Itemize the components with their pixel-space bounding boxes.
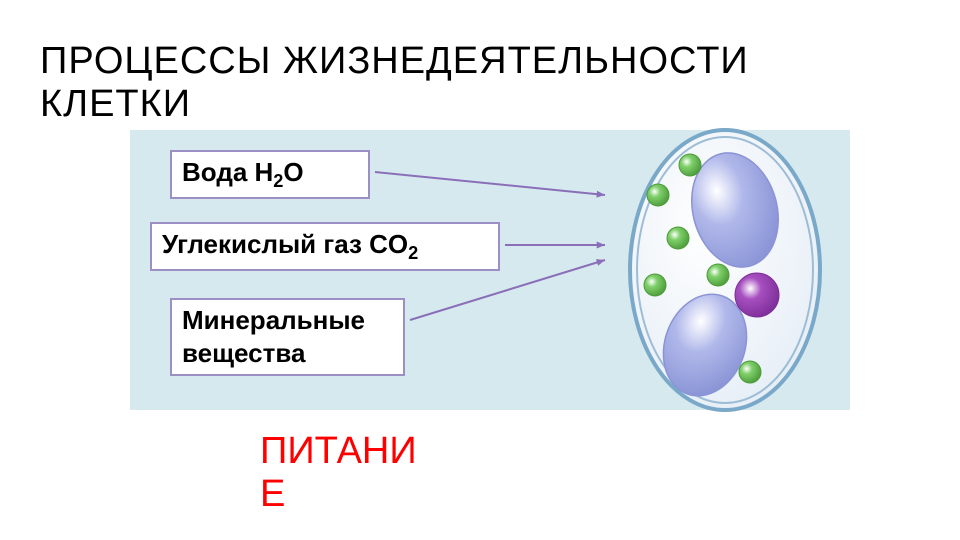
caption: ПИТАНИ Е <box>260 430 417 516</box>
label-water: Вода H2O <box>170 150 370 199</box>
cell-diagram <box>600 120 850 420</box>
caption-line1: ПИТАНИ <box>260 430 417 473</box>
slide-title: ПРОЦЕССЫ ЖИЗНЕДЕЯТЕЛЬНОСТИ КЛЕТКИ <box>40 40 749 126</box>
label-co2: Углекислый газ CO2 <box>150 222 500 271</box>
slide: ПРОЦЕССЫ ЖИЗНЕДЕЯТЕЛЬНОСТИ КЛЕТКИ Вода H… <box>0 0 960 540</box>
caption-line2: Е <box>260 473 417 516</box>
label-minerals: Минеральныевещества <box>170 298 405 376</box>
title-line1: ПРОЦЕССЫ ЖИЗНЕДЕЯТЕЛЬНОСТИ <box>40 40 749 83</box>
